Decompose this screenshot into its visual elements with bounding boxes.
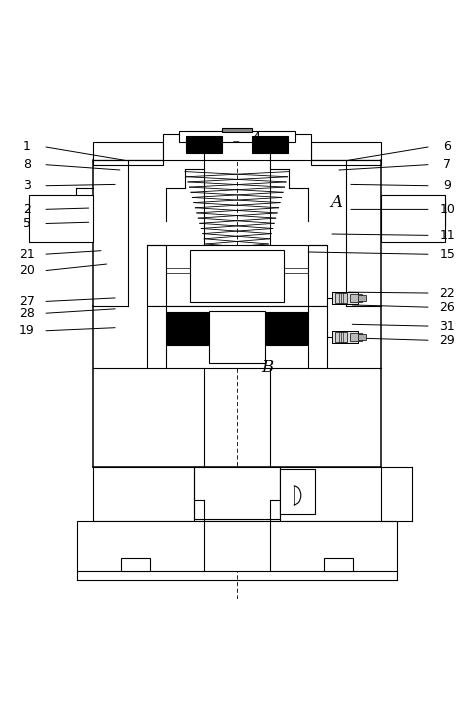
Text: 2: 2: [23, 203, 31, 216]
Text: 9: 9: [443, 179, 451, 192]
Text: 28: 28: [19, 307, 35, 320]
Bar: [350, 333, 362, 340]
Text: 1: 1: [23, 140, 31, 153]
Bar: [194, 467, 280, 519]
Bar: [324, 558, 353, 571]
Text: B: B: [262, 359, 274, 376]
Bar: [147, 306, 327, 368]
Text: 26: 26: [439, 301, 455, 314]
Bar: [331, 331, 357, 343]
Bar: [93, 467, 381, 521]
Bar: [93, 160, 163, 165]
Bar: [29, 197, 91, 226]
Text: 21: 21: [19, 248, 35, 261]
Text: 27: 27: [19, 295, 35, 308]
Bar: [190, 250, 284, 301]
Bar: [383, 197, 445, 226]
Bar: [350, 294, 362, 301]
Bar: [147, 245, 327, 306]
Bar: [357, 295, 366, 301]
Bar: [93, 142, 163, 160]
Text: 5: 5: [23, 217, 31, 230]
Bar: [77, 521, 397, 571]
Bar: [179, 131, 295, 142]
Bar: [280, 469, 315, 514]
Text: 29: 29: [439, 334, 455, 347]
Bar: [209, 311, 265, 363]
Text: 10: 10: [439, 203, 455, 216]
Text: 15: 15: [439, 248, 455, 261]
Bar: [381, 195, 445, 242]
Text: 22: 22: [439, 287, 455, 300]
Text: A: A: [330, 194, 342, 211]
Bar: [433, 203, 445, 214]
Text: 4: 4: [252, 131, 260, 144]
Text: 31: 31: [439, 319, 455, 333]
Text: 19: 19: [19, 325, 35, 338]
Bar: [29, 203, 41, 214]
Bar: [163, 134, 311, 160]
Text: 3: 3: [23, 179, 31, 192]
Bar: [335, 333, 347, 342]
Bar: [335, 293, 347, 303]
Text: 20: 20: [19, 264, 35, 277]
Bar: [186, 136, 222, 152]
Text: 6: 6: [443, 140, 451, 153]
Text: 11: 11: [439, 229, 455, 242]
Text: 8: 8: [23, 158, 31, 171]
Text: 7: 7: [443, 158, 451, 171]
Bar: [311, 160, 381, 165]
Bar: [252, 136, 288, 152]
Bar: [121, 558, 150, 571]
Bar: [357, 334, 366, 340]
Bar: [266, 312, 307, 345]
Bar: [222, 128, 252, 132]
Bar: [311, 142, 381, 160]
Bar: [29, 195, 93, 242]
Bar: [331, 292, 357, 304]
Bar: [167, 312, 208, 345]
